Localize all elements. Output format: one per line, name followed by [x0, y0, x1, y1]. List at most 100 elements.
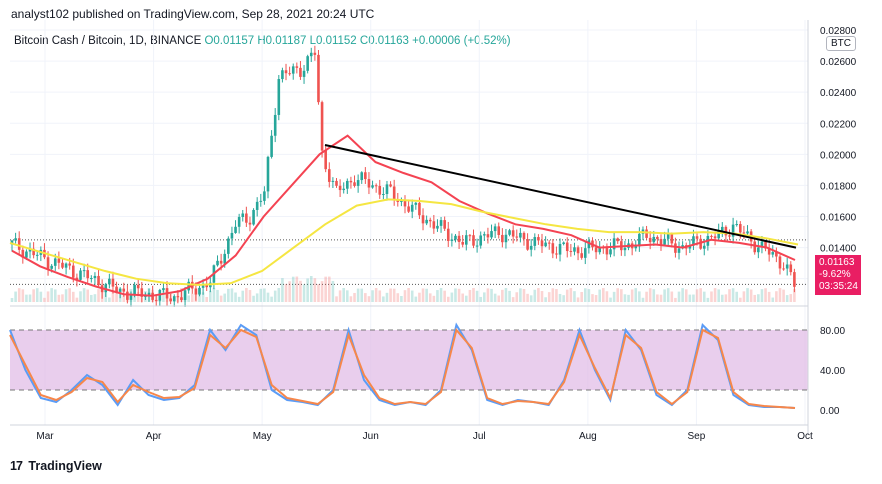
volume-bar: [591, 294, 594, 302]
volume-bar: [382, 296, 385, 302]
candle-body: [508, 230, 511, 235]
volume-bar: [79, 291, 82, 302]
volume-bar: [385, 292, 389, 302]
volume-bar: [245, 288, 248, 302]
current-price-badge: 0.01163 -9.62% 03:35:24: [815, 255, 861, 295]
volume-bar: [526, 293, 529, 302]
brand-footer[interactable]: 17 TradingView: [10, 459, 102, 473]
candle-body: [778, 256, 782, 269]
volume-bar: [450, 292, 454, 302]
volume-bar: [674, 297, 677, 302]
open-value: O0.01157: [204, 35, 255, 47]
volume-bar: [583, 288, 587, 302]
volume-bar: [692, 294, 695, 302]
price-tick-label: 0.02600: [820, 57, 857, 68]
candle-body: [263, 191, 266, 201]
volume-bar: [454, 288, 457, 302]
volume-bar: [511, 297, 515, 302]
volume-bar: [457, 288, 461, 302]
time-tick-label: Sep: [688, 431, 706, 442]
volume-bar: [93, 294, 97, 302]
volume-bar: [17, 288, 21, 302]
volume-bar: [389, 288, 392, 302]
volume-bar: [620, 289, 623, 302]
candle-body: [32, 248, 35, 256]
candle-body: [724, 226, 728, 236]
volume-bar: [540, 291, 544, 302]
volume-bar: [785, 295, 789, 302]
candle-body: [421, 215, 425, 224]
volume-bar: [338, 290, 342, 302]
symbol-name[interactable]: Bitcoin Cash / Bitcoin, 1D, BINANCE: [14, 35, 202, 47]
volume-bar: [418, 292, 421, 302]
volume-bar: [717, 289, 720, 302]
volume-bar: [104, 291, 108, 302]
volume-bar: [205, 296, 208, 302]
volume-bar: [403, 290, 407, 302]
candle-body: [71, 265, 75, 278]
candle-body: [176, 296, 180, 298]
change-value: +0.00006 (+0.52%): [412, 35, 511, 47]
volume-bar: [659, 294, 663, 302]
volume-bar: [183, 289, 187, 302]
volume-bar: [757, 294, 760, 302]
volume-bar: [638, 291, 641, 302]
volume-bar: [320, 281, 324, 302]
volume-bar: [115, 288, 118, 302]
volume-bar: [630, 289, 634, 302]
stoch-tick-label: 40.00: [820, 366, 845, 377]
candle-body: [490, 231, 493, 238]
candle-body: [583, 248, 587, 258]
candle-body: [17, 238, 21, 250]
candle-body: [472, 235, 475, 246]
volume-bar: [140, 297, 144, 302]
candle-body: [277, 79, 281, 115]
volume-bar: [64, 289, 68, 302]
currency-badge[interactable]: BTC: [826, 36, 856, 51]
candle-body: [446, 228, 450, 241]
candle-body: [713, 236, 717, 239]
volume-bar: [248, 290, 252, 302]
volume-bar: [713, 288, 717, 302]
candle-body: [356, 180, 360, 186]
volume-bar: [364, 293, 367, 302]
volume-bar: [490, 288, 493, 302]
time-tick-label: May: [253, 431, 272, 442]
current-price: 0.01163: [819, 257, 855, 268]
candle-body: [313, 52, 317, 55]
candle-body: [183, 290, 187, 300]
candle-body: [82, 270, 86, 272]
candle-body: [389, 184, 392, 187]
volume-bar: [284, 283, 288, 302]
candle-body: [728, 235, 731, 237]
candle-body: [90, 278, 93, 280]
candle-body: [782, 268, 785, 270]
volume-bar: [108, 297, 111, 302]
volume-bar: [14, 291, 17, 302]
candle-body: [702, 245, 706, 249]
volume-bar: [10, 298, 14, 302]
volume-bar: [605, 291, 609, 302]
volume-bar: [443, 290, 446, 302]
volume-bar: [533, 289, 537, 302]
volume-bar: [681, 288, 684, 302]
candle-body: [306, 56, 309, 71]
candle-body: [793, 272, 796, 287]
volume-bar: [544, 297, 547, 302]
candle-body: [717, 230, 720, 239]
volume-bar: [273, 290, 277, 302]
volume-bar: [32, 289, 35, 302]
stoch-tick-label: 80.00: [820, 326, 845, 337]
volume-bar: [594, 295, 598, 302]
candle-body: [746, 231, 749, 234]
volume-bar: [652, 289, 656, 302]
candle-body: [497, 226, 501, 235]
volume-bar: [270, 296, 273, 302]
volume-bar: [760, 289, 764, 302]
volume-bar: [414, 296, 418, 302]
time-tick-label: Jul: [473, 431, 486, 442]
volume-bar: [259, 288, 263, 302]
candle-body: [252, 209, 255, 225]
candle-body: [349, 180, 353, 183]
